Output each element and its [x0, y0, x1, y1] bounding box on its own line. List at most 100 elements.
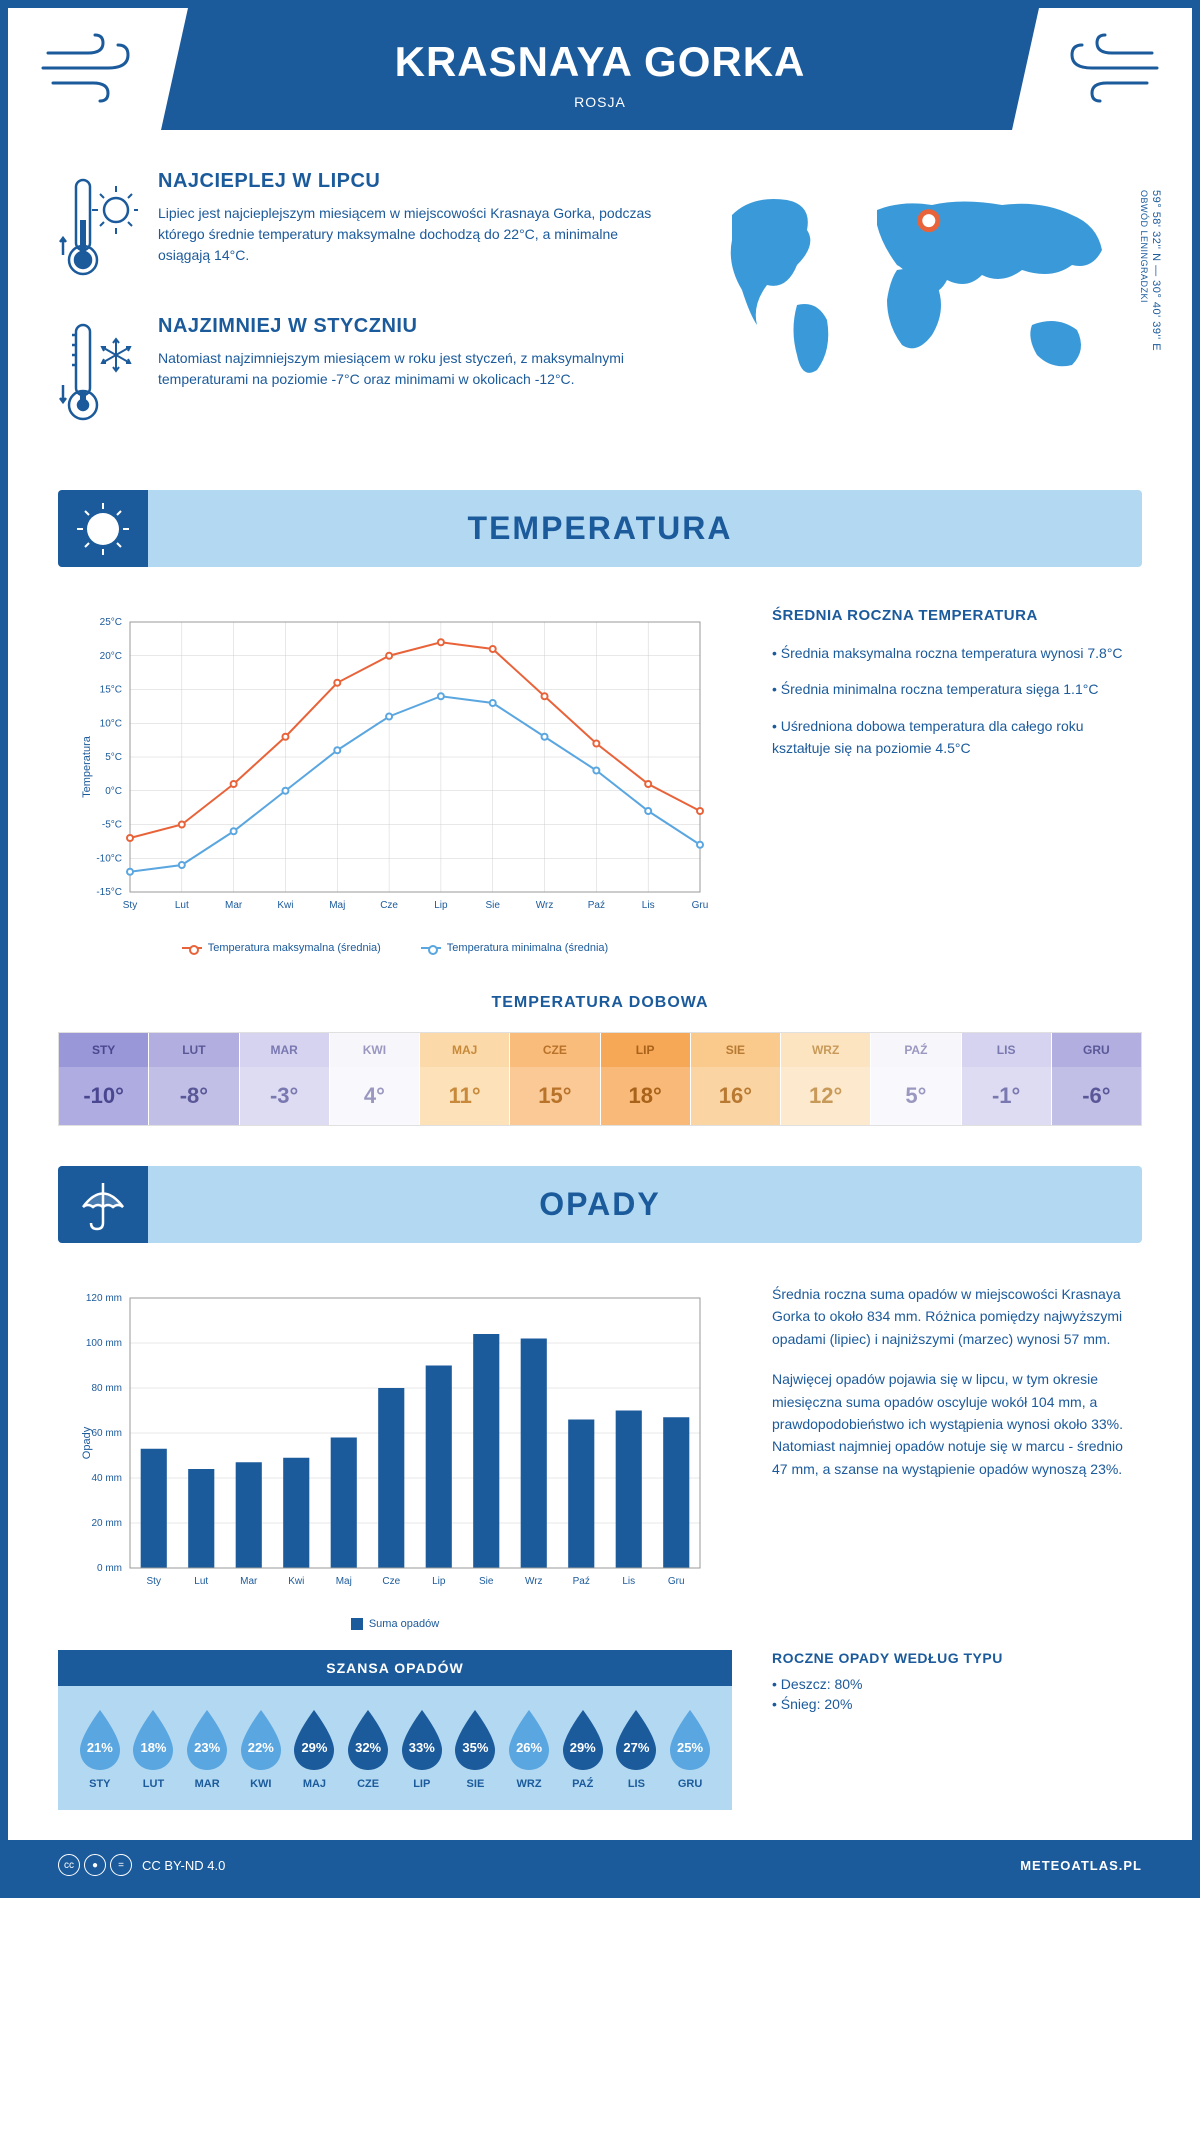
wind-icon [38, 33, 148, 108]
svg-text:Maj: Maj [329, 900, 345, 911]
wind-icon [1052, 33, 1162, 108]
svg-text:Kwi: Kwi [288, 1576, 304, 1587]
temp-cell: KWI4° [330, 1033, 420, 1125]
site-label: METEOATLAS.PL [1020, 1858, 1142, 1873]
thermometer-sun-icon [58, 170, 138, 285]
svg-text:80 mm: 80 mm [91, 1383, 122, 1394]
precip-section-header: OPADY [58, 1166, 1142, 1243]
svg-text:Sie: Sie [486, 900, 501, 911]
chance-drop: 33%LIP [396, 1706, 448, 1790]
svg-text:15°C: 15°C [100, 685, 122, 696]
temp-cell: LIP18° [601, 1033, 691, 1125]
legend-max: Temperatura maksymalna (średnia) [182, 942, 381, 954]
svg-text:Sty: Sty [123, 900, 137, 911]
svg-text:Sty: Sty [147, 1576, 161, 1587]
svg-text:0°C: 0°C [105, 786, 122, 797]
temp-cell: MAJ11° [420, 1033, 510, 1125]
temp-cell: WRZ12° [781, 1033, 871, 1125]
cc-icons: cc ● = [58, 1854, 132, 1876]
svg-text:Mar: Mar [240, 1576, 258, 1587]
svg-text:Temperatura: Temperatura [81, 735, 93, 798]
svg-text:Lis: Lis [642, 900, 655, 911]
chance-drop: 21%STY [74, 1706, 126, 1790]
chance-drop: 32%CZE [342, 1706, 394, 1790]
chance-drop: 29%PAŹ [557, 1706, 609, 1790]
temp-cell: PAŹ5° [871, 1033, 961, 1125]
precip-text: Średnia roczna suma opadów w miejscowośc… [772, 1283, 1142, 1630]
legend-min: Temperatura minimalna (średnia) [421, 942, 608, 954]
svg-text:Lip: Lip [434, 900, 448, 911]
license-label: CC BY-ND 4.0 [142, 1858, 225, 1873]
svg-text:Paź: Paź [573, 1576, 590, 1587]
temp-cell: MAR-3° [240, 1033, 330, 1125]
country-label: ROSJA [28, 94, 1172, 110]
svg-text:Wrz: Wrz [525, 1576, 543, 1587]
svg-text:10°C: 10°C [100, 718, 122, 729]
temp-cell: LIS-1° [962, 1033, 1052, 1125]
precipitation-chart: 0 mm 20 mm 40 mm 60 mm 80 mm 100 mm 120 mm Sty L… [58, 1283, 732, 1630]
page-header: KRASNAYA GORKA ROSJA [8, 8, 1192, 130]
svg-text:-10°C: -10°C [96, 853, 122, 864]
svg-text:Lut: Lut [194, 1576, 208, 1587]
location-title: KRASNAYA GORKA [28, 38, 1172, 86]
chance-section: SZANSA OPADÓW 21%STY18%LUT23%MAR22%KWI29… [58, 1650, 732, 1810]
chance-drop: 35%SIE [449, 1706, 501, 1790]
svg-text:Cze: Cze [380, 900, 398, 911]
chance-drop: 18%LUT [127, 1706, 179, 1790]
chance-drop: 29%MAJ [288, 1706, 340, 1790]
temp-cell: LUT-8° [149, 1033, 239, 1125]
svg-text:Kwi: Kwi [277, 900, 293, 911]
svg-text:25°C: 25°C [100, 617, 122, 628]
chance-drop: 26%WRZ [503, 1706, 555, 1790]
temp-cell: STY-10° [59, 1033, 149, 1125]
umbrella-icon [58, 1166, 148, 1243]
daily-temp-section: TEMPERATURA DOBOWA STY-10°LUT-8°MAR-3°KW… [8, 994, 1192, 1166]
precip-title: OPADY [108, 1186, 1092, 1223]
precip-types: ROCZNE OPADY WEDŁUG TYPU • Deszcz: 80%• … [772, 1650, 1142, 1810]
temperature-section-header: TEMPERATURA [58, 490, 1142, 567]
svg-text:Gru: Gru [692, 900, 709, 911]
svg-text:-15°C: -15°C [96, 887, 122, 898]
thermometer-snow-icon [58, 315, 138, 430]
svg-text:0 mm: 0 mm [97, 1563, 122, 1574]
svg-text:Sie: Sie [479, 1576, 494, 1587]
coordinates: 59° 58' 32'' N — 30° 40' 39'' E OBWÓD LE… [1138, 190, 1162, 351]
cold-block: NAJZIMNIEJ W STYCZNIU Natomiast najzimni… [58, 315, 662, 430]
svg-text:Wrz: Wrz [536, 900, 554, 911]
chance-drop: 23%MAR [181, 1706, 233, 1790]
page-footer: cc ● = CC BY-ND 4.0 METEOATLAS.PL [8, 1840, 1192, 1890]
cold-text: Natomiast najzimniejszym miesiącem w rok… [158, 348, 662, 390]
temp-cell: SIE16° [691, 1033, 781, 1125]
sun-icon [58, 490, 148, 567]
temp-cell: GRU-6° [1052, 1033, 1141, 1125]
svg-text:40 mm: 40 mm [91, 1473, 122, 1484]
svg-text:100 mm: 100 mm [86, 1338, 122, 1349]
temp-title: TEMPERATURA [108, 510, 1092, 547]
svg-text:Lut: Lut [175, 900, 189, 911]
chance-drop: 22%KWI [235, 1706, 287, 1790]
svg-text:20°C: 20°C [100, 651, 122, 662]
svg-text:20 mm: 20 mm [91, 1518, 122, 1529]
chance-drop: 25%GRU [664, 1706, 716, 1790]
svg-text:Maj: Maj [336, 1576, 352, 1587]
svg-text:Mar: Mar [225, 900, 243, 911]
svg-text:-5°C: -5°C [102, 820, 122, 831]
temperature-chart: -15°C -10°C -5°C 0°C 5°C 10°C 15°C 20°C 25°C Sty L… [58, 607, 732, 954]
svg-text:Lip: Lip [432, 1576, 446, 1587]
hot-text: Lipiec jest najcieplejszym miesiącem w m… [158, 203, 662, 266]
cold-title: NAJZIMNIEJ W STYCZNIU [158, 315, 662, 338]
hot-block: NAJCIEPLEJ W LIPCU Lipiec jest najcieple… [58, 170, 662, 285]
temp-stats: ŚREDNIA ROCZNA TEMPERATURA • Średnia mak… [772, 607, 1142, 954]
svg-text:Lis: Lis [622, 1576, 635, 1587]
svg-text:60 mm: 60 mm [91, 1428, 122, 1439]
svg-text:Gru: Gru [668, 1576, 685, 1587]
temp-cell: CZE15° [510, 1033, 600, 1125]
legend-precip: Suma opadów [351, 1618, 439, 1630]
svg-text:120 mm: 120 mm [86, 1293, 122, 1304]
svg-text:Cze: Cze [382, 1576, 400, 1587]
svg-text:Paź: Paź [588, 900, 605, 911]
intro-section: NAJCIEPLEJ W LIPCU Lipiec jest najcieple… [8, 130, 1192, 490]
hot-title: NAJCIEPLEJ W LIPCU [158, 170, 662, 193]
svg-text:5°C: 5°C [105, 752, 122, 763]
world-map: 59° 58' 32'' N — 30° 40' 39'' E OBWÓD LE… [702, 170, 1142, 460]
